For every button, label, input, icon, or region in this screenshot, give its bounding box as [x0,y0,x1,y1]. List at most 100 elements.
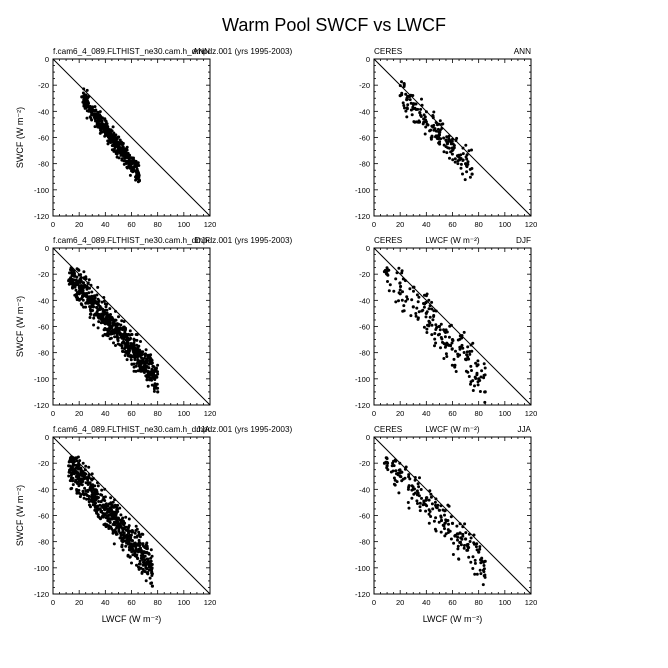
scatter-point [105,311,109,315]
scatter-point [82,281,86,285]
scatter-point [72,269,76,273]
scatter-point [137,179,141,183]
scatter-point [126,553,130,557]
scatter-point [125,358,129,362]
scatter-point [131,348,135,352]
y-tick-label: -60 [359,323,370,332]
scatter-panel: 0 20 40 60 80 100 120 0 -20 -40 -60 -80 -100 -120 CERE… [355,47,537,229]
scatter-point [74,278,78,282]
scatter-point [475,548,479,552]
scatter-point [90,486,94,490]
scatter-point [398,84,402,88]
scatter-point [415,293,419,297]
scatter-point [71,465,74,469]
scatter-point [453,157,457,161]
scatter-point [425,292,429,296]
scatter-point [402,104,406,107]
scatter-point [483,575,487,579]
scatter-point [113,323,117,326]
y-tick-label: -20 [38,270,49,279]
scatter-point [96,481,99,485]
scatter-point [405,295,409,299]
scatter-point [475,371,479,375]
scatter-point [147,353,151,357]
scatter-point [121,349,124,353]
scatter-point [76,283,80,287]
scatter-point [77,474,81,478]
scatter-point [400,271,404,275]
scatter-point [428,489,432,493]
scatter-point [84,275,88,279]
scatter-point [80,95,84,99]
scatter-point [458,531,462,535]
scatter-point [466,160,470,164]
scatter-point [87,473,91,477]
scatter-point [439,504,443,508]
panel-right-label: JJA [196,425,210,434]
axis-ticks [373,247,532,406]
scatter-point [407,484,411,488]
scatter-point [483,366,487,370]
scatter-point [465,170,469,174]
scatter-point [147,568,151,572]
x-tick-label: 20 [75,598,83,607]
scatter-point [398,292,402,296]
x-tick-label: 0 [51,598,55,607]
scatter-point [447,139,451,143]
scatter-point [102,495,106,499]
scatter-point [118,536,122,540]
scatter-point [450,363,454,367]
scatter-point [129,160,134,164]
scatter-point [442,150,446,154]
scatter-point [434,529,438,533]
scatter-point [110,508,113,512]
scatter-point [461,152,465,156]
scatter-point [424,315,428,319]
scatter-point [79,273,83,277]
scatter-point [83,93,87,97]
scatter-point [419,488,423,491]
scatter-point [468,167,472,171]
scatter-point [146,562,150,566]
scatter-point [129,529,134,533]
scatter-panel: 0 20 40 60 80 100 120 0 -20 -40 -60 -80 -100 -120 f.ca… [15,236,293,418]
scatter-point [477,550,481,554]
scatter-point [84,476,88,480]
scatter-point [385,272,389,276]
scatter-point [112,341,115,345]
y-tick-label: -80 [38,160,49,169]
scatter-point [416,316,420,320]
y-tick-label: -100 [355,564,370,573]
scatter-point [85,109,89,113]
axis-ticks [373,436,532,595]
scatter-point [125,148,129,152]
scatter-point [427,319,431,323]
scatter-point [90,295,94,299]
scatter-point [444,352,448,356]
scatter-point [119,343,123,347]
scatter-point [406,501,410,504]
x-tick-label: 120 [525,220,538,229]
scatter-point [83,468,87,472]
scatter-point [466,548,470,552]
scatter-point [431,507,435,511]
scatter-point [75,488,79,491]
scatter-point [150,584,154,588]
scatter-point [465,353,469,357]
scatter-point [114,309,117,313]
scatter-point [103,503,107,507]
one-to-one-line [373,436,532,595]
scatter-point [122,320,126,323]
scatter-point [138,559,142,563]
scatter-point [141,361,145,365]
y-tick-label: -120 [34,212,49,221]
y-tick-label: 0 [45,244,49,253]
scatter-point [416,502,419,505]
scatter-point [469,364,473,368]
scatter-point [418,505,422,509]
x-tick-label: 120 [204,598,217,607]
scatter-point [123,151,127,155]
scatter-point [427,521,431,525]
x-tick-label: 80 [153,598,161,607]
scatter-point [96,484,100,488]
